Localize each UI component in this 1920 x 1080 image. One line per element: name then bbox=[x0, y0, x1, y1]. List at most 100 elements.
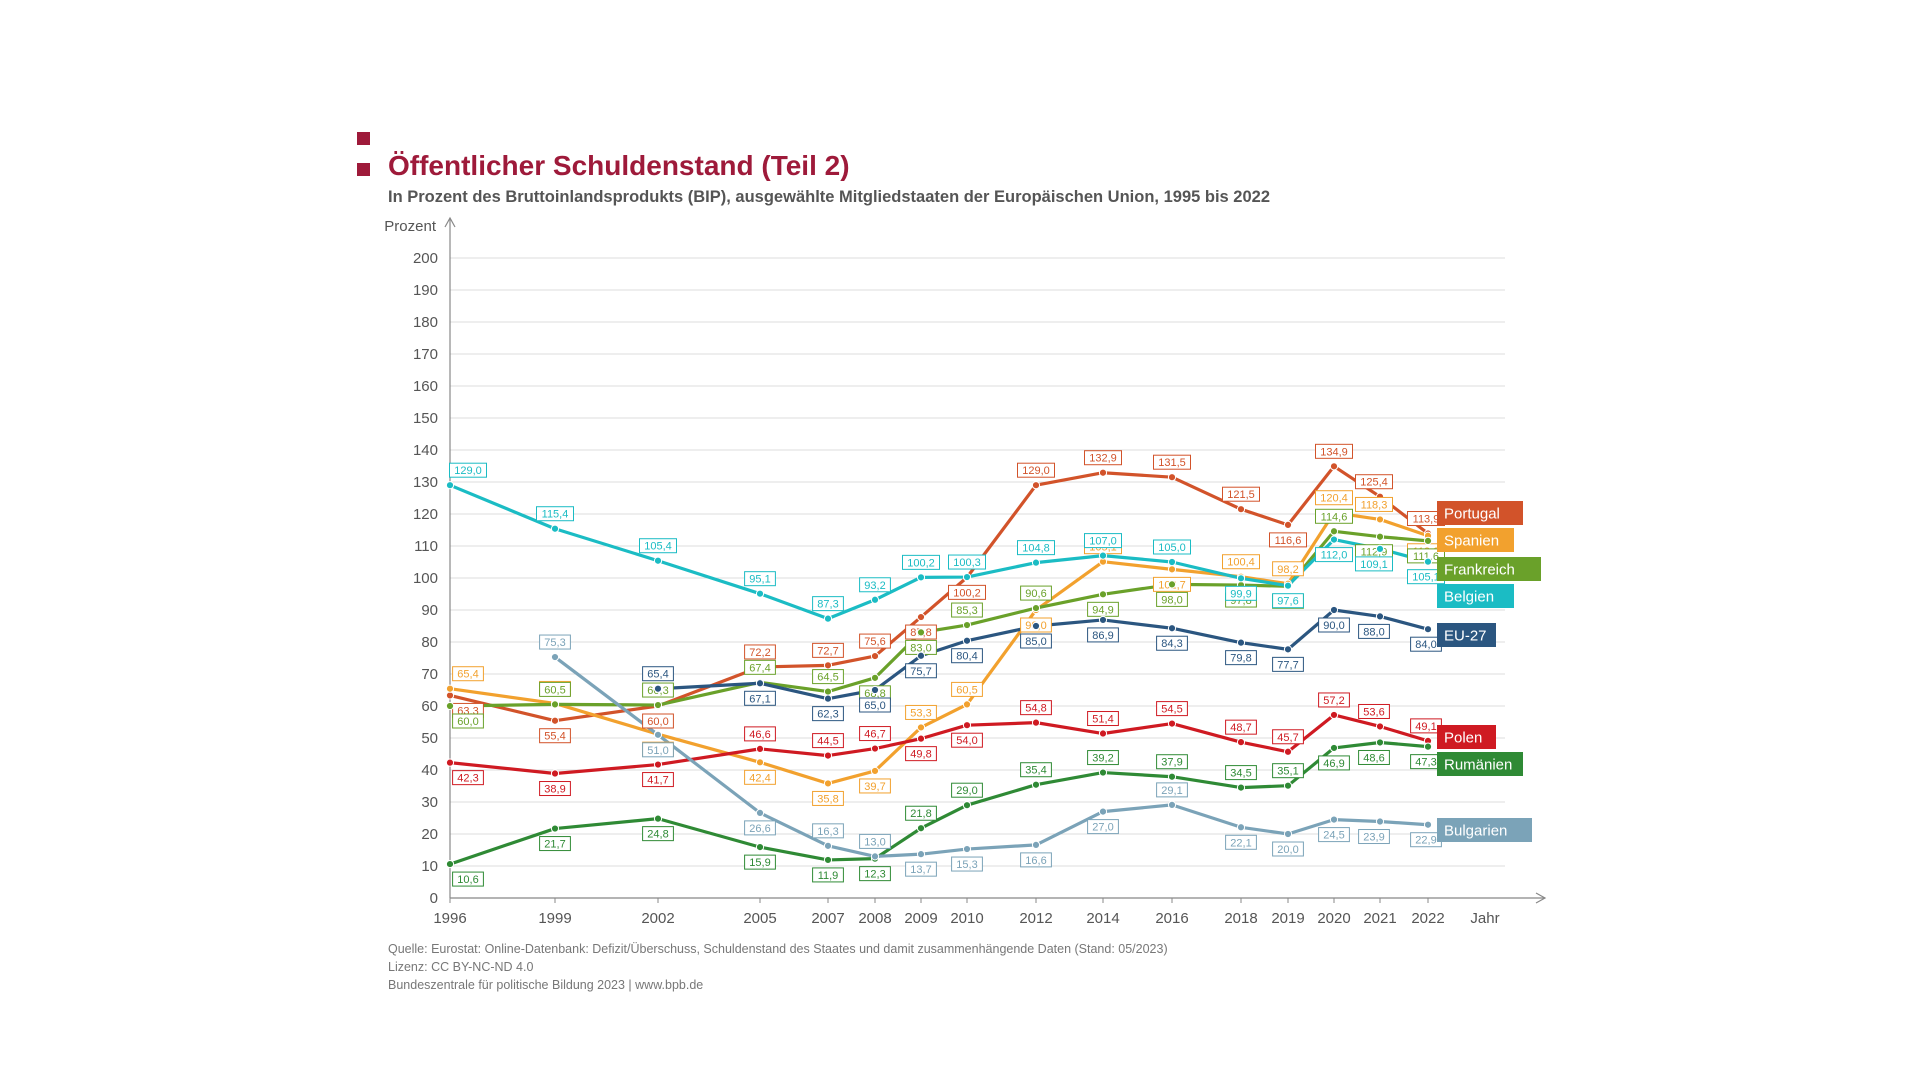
publisher-note: Bundeszentrale für politische Bildung 20… bbox=[388, 978, 704, 992]
series-line-rumänien bbox=[448, 740, 1430, 866]
data-label: 88,0 bbox=[1363, 626, 1384, 638]
data-label-box bbox=[1355, 496, 1393, 512]
y-tick-label: 50 bbox=[421, 730, 438, 747]
legend-label-box bbox=[1437, 623, 1496, 647]
data-point bbox=[1167, 473, 1177, 482]
data-label: 79,8 bbox=[1230, 653, 1251, 665]
x-tick-label: 2019 bbox=[1271, 910, 1304, 927]
data-label-box bbox=[812, 706, 844, 722]
data-label-box bbox=[1225, 585, 1257, 601]
data-point bbox=[1423, 625, 1433, 634]
data-point bbox=[1167, 557, 1177, 567]
data-label-box bbox=[859, 577, 891, 593]
data-point bbox=[550, 824, 560, 833]
data-label: 54,0 bbox=[956, 735, 977, 747]
data-point bbox=[1236, 823, 1246, 832]
data-label: 45,7 bbox=[1277, 732, 1298, 744]
data-label-box bbox=[1225, 765, 1257, 781]
x-tick-label: 2020 bbox=[1317, 910, 1350, 927]
data-label-box bbox=[452, 666, 484, 682]
data-label-box bbox=[1225, 650, 1257, 666]
data-point bbox=[1236, 783, 1246, 792]
data-point bbox=[1283, 520, 1293, 529]
data-label: 72,7 bbox=[817, 645, 838, 657]
data-label: 29,1 bbox=[1161, 785, 1182, 797]
data-label-box bbox=[1020, 633, 1052, 649]
data-label: 53,3 bbox=[910, 707, 931, 719]
y-tick-label: 150 bbox=[413, 410, 438, 427]
x-tick-label: 2012 bbox=[1019, 910, 1052, 927]
series-line-eu-27 bbox=[656, 608, 1430, 701]
data-label: 85,3 bbox=[956, 605, 977, 617]
data-label-box bbox=[812, 642, 844, 658]
data-point bbox=[1167, 772, 1177, 781]
data-point bbox=[1098, 551, 1108, 560]
data-label: 75,6 bbox=[864, 636, 885, 648]
data-point bbox=[962, 721, 972, 730]
data-label-box bbox=[744, 854, 776, 870]
data-point bbox=[870, 685, 880, 695]
data-label: 54,8 bbox=[1025, 703, 1046, 715]
data-point bbox=[823, 661, 833, 670]
data-label: 42,3 bbox=[457, 773, 478, 785]
data-point bbox=[1098, 468, 1108, 477]
data-label: 57,2 bbox=[1323, 695, 1344, 707]
data-label-box bbox=[452, 770, 484, 786]
data-point bbox=[1098, 615, 1108, 625]
x-tick-label: 2009 bbox=[904, 910, 937, 927]
data-label: 53,6 bbox=[1363, 706, 1384, 718]
data-point bbox=[823, 855, 833, 865]
series-line-polen bbox=[448, 713, 1430, 776]
y-tick-label: 180 bbox=[413, 314, 438, 331]
data-label-box bbox=[744, 726, 776, 742]
data-label: 24,5 bbox=[1323, 830, 1344, 842]
data-point bbox=[653, 760, 663, 769]
legend-label-box bbox=[1437, 501, 1523, 525]
y-tick-label: 0 bbox=[430, 890, 438, 907]
data-label-box bbox=[539, 781, 571, 797]
data-label-box bbox=[1156, 591, 1188, 607]
data-point bbox=[1031, 840, 1041, 849]
data-label-box bbox=[1315, 547, 1353, 563]
data-label-box bbox=[1020, 852, 1052, 868]
data-point bbox=[916, 824, 926, 833]
data-label: 48,7 bbox=[1230, 722, 1251, 734]
x-tick-label: 2014 bbox=[1086, 910, 1119, 927]
data-label: 67,4 bbox=[749, 662, 770, 674]
data-label-box bbox=[1156, 635, 1188, 651]
data-point bbox=[1375, 532, 1385, 541]
data-label-box bbox=[1272, 763, 1304, 779]
data-point bbox=[823, 694, 833, 703]
legend-label: EU-27 bbox=[1444, 628, 1487, 645]
data-label: 35,1 bbox=[1277, 766, 1298, 778]
data-label: 131,5 bbox=[1158, 457, 1186, 469]
data-point bbox=[823, 841, 833, 850]
data-label-box bbox=[1020, 762, 1052, 778]
data-point bbox=[1375, 722, 1385, 731]
data-label: 77,7 bbox=[1277, 659, 1298, 671]
data-label-box bbox=[642, 742, 674, 758]
data-label-box bbox=[449, 462, 487, 478]
data-label: 21,8 bbox=[910, 808, 931, 820]
y-tick-label: 10 bbox=[421, 858, 438, 875]
data-point bbox=[755, 679, 765, 688]
data-label: 38,9 bbox=[544, 784, 565, 796]
data-label-box bbox=[1222, 554, 1260, 570]
data-label-box bbox=[1318, 692, 1350, 708]
data-label-box bbox=[951, 602, 983, 618]
data-label-box bbox=[1017, 462, 1055, 478]
y-tick-label: 110 bbox=[414, 538, 438, 555]
data-label: 65,0 bbox=[864, 700, 885, 712]
data-label: 90,6 bbox=[1025, 588, 1046, 600]
legend-label: Portugal bbox=[1444, 506, 1500, 523]
data-label: 84,0 bbox=[1415, 639, 1436, 651]
data-label-box bbox=[812, 733, 844, 749]
y-tick-label: 170 bbox=[413, 346, 438, 363]
data-label-box bbox=[1087, 711, 1119, 727]
data-label-box bbox=[905, 861, 937, 877]
data-label: 75,3 bbox=[544, 637, 565, 649]
legend-label-box bbox=[1437, 584, 1514, 608]
y-tick-label: 90 bbox=[421, 602, 438, 619]
data-point bbox=[962, 620, 972, 630]
data-label: 109,1 bbox=[1360, 559, 1388, 571]
